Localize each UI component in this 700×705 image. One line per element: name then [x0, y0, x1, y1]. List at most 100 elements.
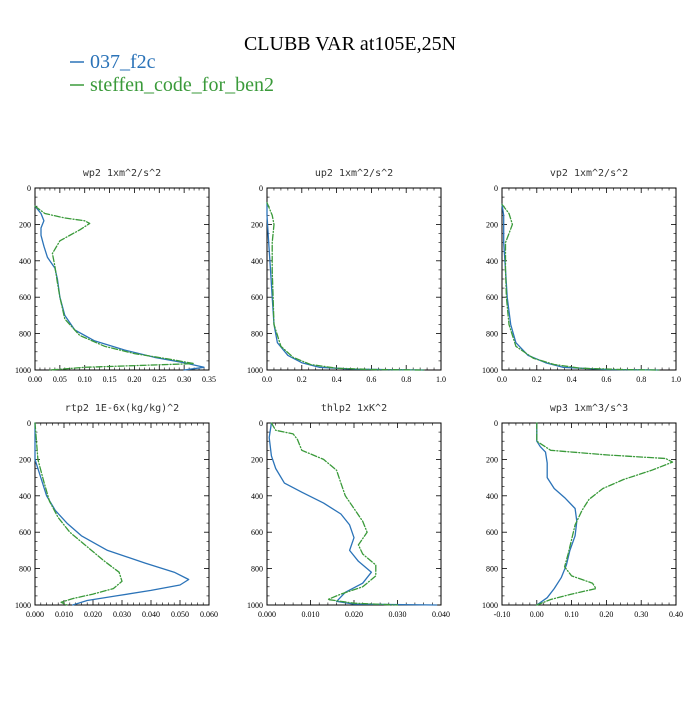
- y-tick-label: 1000: [247, 601, 263, 610]
- x-tick-label: 0.040: [432, 610, 450, 619]
- series-line-037-f2c: [34, 205, 205, 371]
- x-tick-label: 1.0: [671, 375, 681, 384]
- x-tick-label: 0.040: [142, 610, 160, 619]
- plot-frame: [34, 422, 210, 606]
- x-tick-label: 0.010: [55, 610, 73, 619]
- x-tick-label: 0.00: [28, 375, 42, 384]
- y-tick-label: 400: [251, 257, 263, 266]
- x-tick-label: 0.00: [530, 610, 544, 619]
- y-tick-label: 400: [19, 492, 31, 501]
- series-line-037-f2c: [501, 203, 660, 371]
- x-tick-label: 0.15: [103, 375, 117, 384]
- y-tick-label: 800: [251, 330, 263, 339]
- y-tick-label: 800: [486, 330, 498, 339]
- y-tick-label: 200: [19, 220, 31, 229]
- y-tick-label: 600: [19, 293, 31, 302]
- y-tick-label: 0: [27, 184, 31, 193]
- legend-label-037-f2c: 037_f2c: [90, 51, 156, 73]
- x-tick-label: 0.8: [401, 375, 411, 384]
- y-tick-label: 200: [251, 455, 263, 464]
- x-tick-label: 0.8: [636, 375, 646, 384]
- x-tick-label: 0.6: [366, 375, 376, 384]
- x-tick-label: 0.35: [202, 375, 216, 384]
- x-tick-label: 0.050: [171, 610, 189, 619]
- x-tick-label: 0.000: [26, 610, 44, 619]
- y-tick-label: 200: [251, 220, 263, 229]
- y-tick-label: 0: [27, 419, 31, 428]
- y-tick-label: 800: [19, 330, 31, 339]
- y-tick-label: 1000: [15, 366, 31, 375]
- panel-title: up2 1xm^2/s^2: [315, 168, 393, 179]
- y-tick-label: 600: [19, 528, 31, 537]
- panel-2: up2 1xm^2/s^2 0.0 0.2 0.4 0.6 0.8 1.0 0 200 400 60…: [247, 168, 446, 384]
- panel-title: thlp2 1xK^2: [321, 403, 387, 414]
- y-tick-label: 1000: [247, 366, 263, 375]
- y-tick-label: 600: [486, 293, 498, 302]
- panel-3: vp2 1xm^2/s^2 0.0 0.2 0.4 0.6 0.8 1.0 0 200 400 60…: [482, 168, 681, 384]
- panel-title: rtp2 1E-6x(kg/kg)^2: [65, 403, 179, 414]
- panel-1: wp2 1xm^2/s^2 0.00 0.05 0.10 0.15 0.20 0.25 0.3…: [15, 168, 216, 384]
- y-tick-label: 200: [486, 455, 498, 464]
- y-tick-label: 1000: [15, 601, 31, 610]
- x-tick-label: 0.05: [53, 375, 67, 384]
- panel-title: vp2 1xm^2/s^2: [550, 168, 628, 179]
- panel-6: wp3 1xm^3/s^3 -0.10 0.00 0.10 0.20 0.30 0.40 0 2…: [482, 403, 683, 619]
- panels-group: wp2 1xm^2/s^20.00 0.05 0.10 0.15 0.20 0.25 0.3…: [15, 168, 683, 619]
- series-line-steffen: [34, 422, 123, 606]
- series-line-037-f2c: [536, 422, 578, 606]
- x-tick-label: 0.20: [127, 375, 141, 384]
- y-tick-label: 800: [251, 565, 263, 574]
- series-line-037-f2c: [266, 201, 425, 371]
- x-tick-label: 1.0: [436, 375, 446, 384]
- legend-label-steffen: steffen_code_for_ben2: [90, 74, 274, 96]
- plot-frame: [266, 422, 442, 606]
- y-tick-label: 1000: [482, 601, 498, 610]
- y-tick-label: 0: [494, 184, 498, 193]
- y-tick-label: 800: [19, 565, 31, 574]
- y-tick-label: 0: [259, 419, 263, 428]
- x-tick-label: 0.4: [332, 375, 342, 384]
- x-tick-label: 0.030: [389, 610, 407, 619]
- y-tick-label: 0: [494, 419, 498, 428]
- series-line-037-f2c: [34, 422, 190, 606]
- x-tick-label: 0.40: [669, 610, 683, 619]
- plot-frame: [501, 187, 677, 371]
- y-tick-label: 800: [486, 565, 498, 574]
- legend: 037_f2c steffen_code_for_ben2: [70, 51, 274, 96]
- x-tick-label: 0.20: [599, 610, 613, 619]
- plot-frame: [266, 187, 442, 371]
- plot-frame: [34, 187, 210, 371]
- x-tick-label: 0.010: [302, 610, 320, 619]
- x-tick-label: 0.0: [262, 375, 272, 384]
- series-line-steffen: [34, 205, 195, 371]
- x-tick-label: 0.25: [152, 375, 166, 384]
- x-tick-label: 0.020: [84, 610, 102, 619]
- series-line-steffen: [270, 422, 399, 606]
- panel-4: rtp2 1E-6x(kg/kg)^2 0.000 0.010 0.020 0.030 0…: [15, 403, 218, 619]
- x-tick-label: -0.10: [494, 610, 511, 619]
- x-tick-label: 0.0: [497, 375, 507, 384]
- y-tick-label: 400: [486, 492, 498, 501]
- series-line-steffen: [266, 201, 425, 371]
- y-tick-label: 0: [259, 184, 263, 193]
- figure-title: CLUBB VAR at105E,25N: [244, 33, 456, 55]
- y-tick-label: 400: [19, 257, 31, 266]
- y-tick-label: 600: [486, 528, 498, 537]
- y-tick-label: 200: [486, 220, 498, 229]
- x-tick-label: 0.30: [177, 375, 191, 384]
- series-line-steffen: [501, 203, 660, 371]
- plot-frame: [501, 422, 677, 606]
- x-tick-label: 0.2: [532, 375, 542, 384]
- x-tick-label: 0.060: [200, 610, 218, 619]
- y-tick-label: 400: [251, 492, 263, 501]
- x-tick-label: 0.4: [567, 375, 577, 384]
- series-line-steffen: [536, 422, 674, 606]
- series-line-037-f2c: [268, 422, 438, 606]
- x-tick-label: 0.30: [634, 610, 648, 619]
- x-tick-label: 0.10: [78, 375, 92, 384]
- x-tick-label: 0.2: [297, 375, 307, 384]
- x-tick-label: 0.6: [601, 375, 611, 384]
- y-tick-label: 200: [19, 455, 31, 464]
- y-tick-label: 400: [486, 257, 498, 266]
